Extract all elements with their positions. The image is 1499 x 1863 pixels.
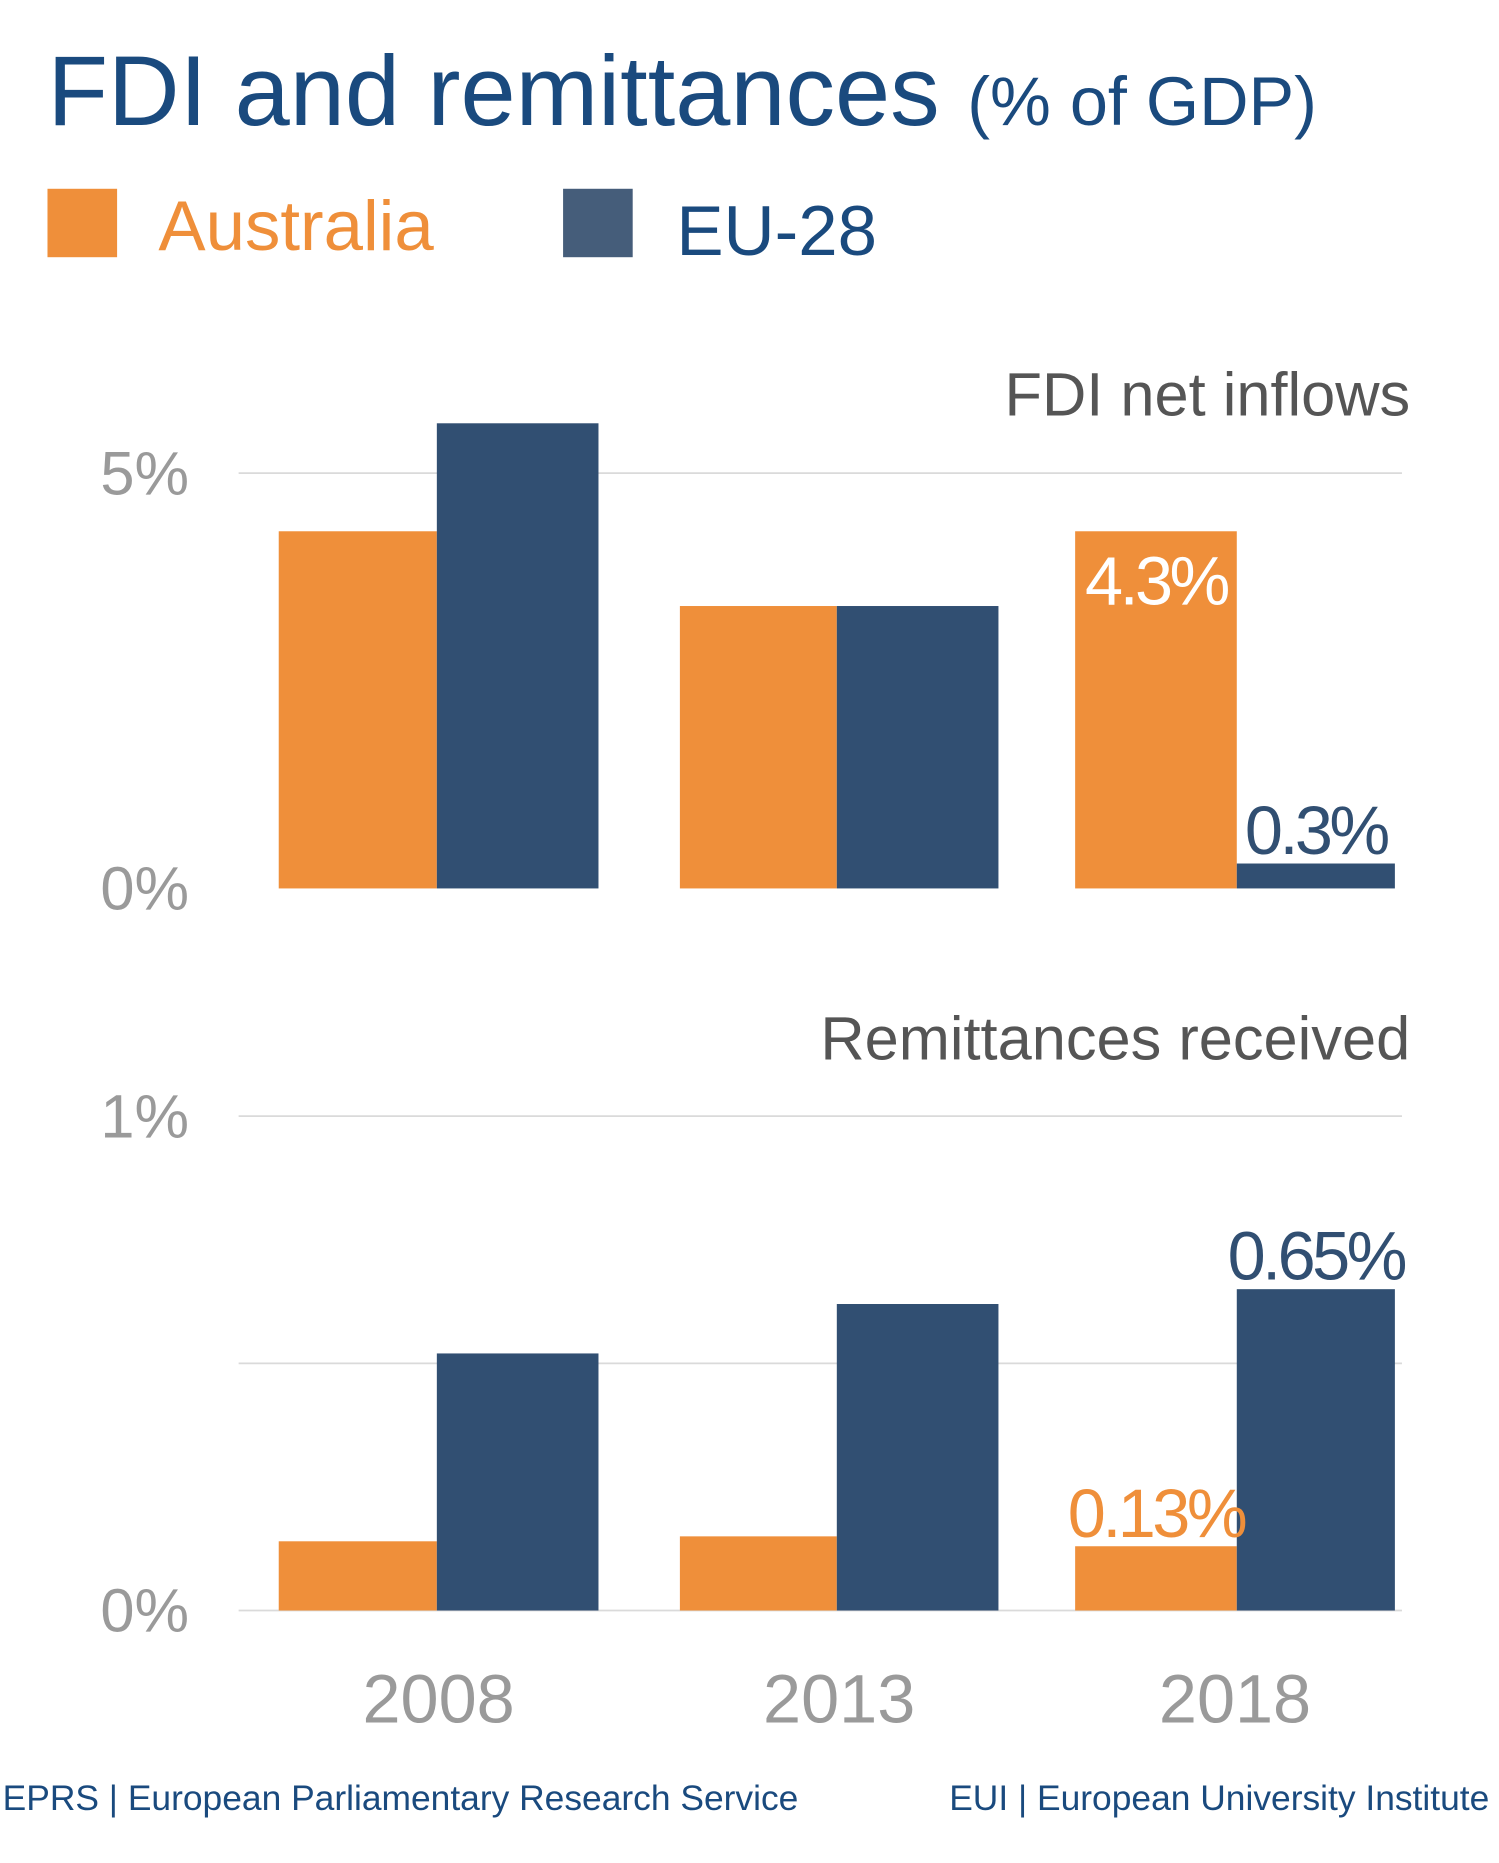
y-tick-label: 0% xyxy=(100,855,189,924)
y-tick-label: 1% xyxy=(100,1082,189,1151)
legend-swatch-australia xyxy=(47,188,118,258)
bar-eu-28-2008 xyxy=(436,1353,599,1611)
data-label: 0.13% xyxy=(1068,1475,1246,1552)
legend-swatch-eu28 xyxy=(563,188,633,258)
x-tick-label: 2013 xyxy=(763,1661,915,1738)
bar-eu-28-2018 xyxy=(1236,1289,1395,1611)
bar-eu-28-2018 xyxy=(1236,863,1395,889)
footer-eui: EUI | European University Institute xyxy=(949,1779,1489,1818)
y-tick-label: 0% xyxy=(100,1577,189,1646)
legend-label-australia: Australia xyxy=(158,187,434,266)
x-tick-label: 2008 xyxy=(362,1661,514,1738)
x-tick-label: 2018 xyxy=(1159,1661,1311,1738)
bar-eu-28-2013 xyxy=(836,1304,999,1611)
legend-label-eu28: EU-28 xyxy=(676,192,877,271)
panel-title-fdi: FDI net inflows xyxy=(1005,360,1411,429)
bar-australia-2018 xyxy=(1075,1546,1237,1611)
data-label: 4.3% xyxy=(1085,542,1228,619)
bar-australia-2013 xyxy=(679,606,837,889)
bar-australia-2008 xyxy=(278,1541,437,1611)
panel-title-remittances: Remittances received xyxy=(820,1005,1410,1074)
bar-eu-28-2008 xyxy=(436,423,599,889)
footer-eprs: EPRS | European Parliamentary Research S… xyxy=(3,1779,799,1818)
bar-australia-2008 xyxy=(278,531,437,889)
data-label: 0.3% xyxy=(1245,792,1388,869)
bar-eu-28-2013 xyxy=(836,606,999,889)
y-tick-label: 5% xyxy=(100,439,189,508)
data-label: 0.65% xyxy=(1228,1218,1406,1295)
bar-australia-2013 xyxy=(679,1536,837,1611)
bar-australia-2018 xyxy=(1075,531,1237,889)
chart-title: FDI and remittances (% of GDP) xyxy=(47,36,1317,147)
